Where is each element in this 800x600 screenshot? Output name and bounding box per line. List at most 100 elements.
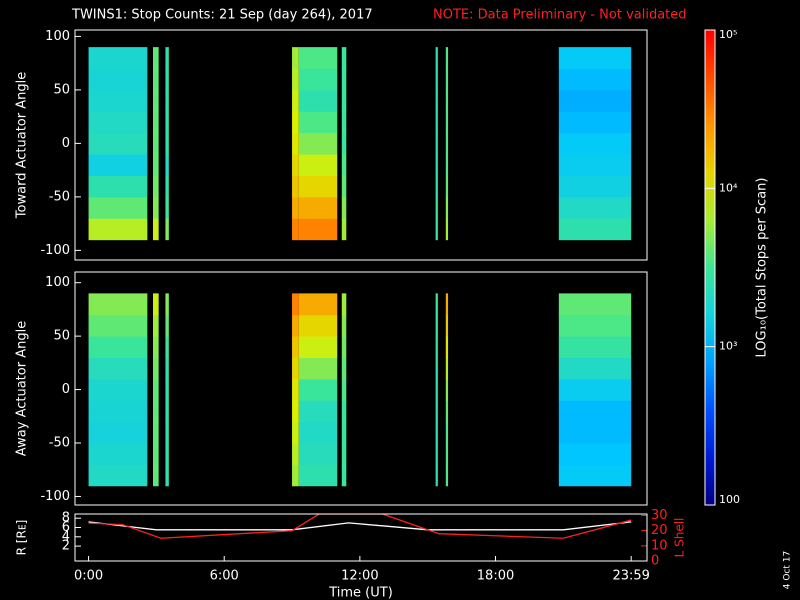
heatmap-cell bbox=[298, 421, 338, 444]
heatmap-cell bbox=[292, 421, 299, 444]
x-tick-label: 6:00 bbox=[210, 569, 239, 584]
heatmap-cell bbox=[298, 111, 338, 134]
line-series bbox=[88, 521, 632, 531]
y-axis-label: Away Actuator Angle bbox=[15, 321, 30, 456]
heatmap-cell bbox=[298, 443, 338, 465]
y-tick-label: 0 bbox=[62, 136, 70, 151]
heatmap-cell bbox=[88, 196, 148, 219]
heatmap-cell bbox=[435, 154, 438, 176]
heatmap-cell bbox=[341, 47, 347, 70]
heatmap-cell bbox=[292, 464, 299, 487]
y-tick-label: 8 bbox=[62, 511, 70, 526]
plot-area bbox=[88, 514, 632, 539]
heatmap-cell bbox=[298, 68, 338, 91]
x-tick-label: 18:00 bbox=[477, 569, 514, 584]
note: NOTE: Data Preliminary - Not validated bbox=[433, 8, 687, 23]
heatmap-cell bbox=[435, 132, 438, 155]
heatmap-cell bbox=[165, 400, 169, 423]
y-tick-label: 6 bbox=[62, 520, 70, 535]
heatmap-cell bbox=[445, 378, 449, 401]
heatmap-cell bbox=[445, 464, 449, 487]
heatmap-cell bbox=[153, 400, 159, 423]
heatmap-cell bbox=[292, 47, 299, 70]
heatmap-cell bbox=[435, 47, 438, 70]
y-tick-label: 100 bbox=[45, 275, 70, 290]
heatmap-cell bbox=[298, 464, 338, 487]
heatmap-cell bbox=[341, 293, 347, 316]
heatmap-cell bbox=[292, 314, 299, 337]
heatmap-cell bbox=[445, 443, 449, 465]
heatmap-cell bbox=[88, 175, 148, 198]
heatmap-cell bbox=[435, 89, 438, 112]
heatmap-cell bbox=[558, 464, 632, 487]
plot-frame bbox=[74, 271, 648, 506]
heatmap-cell bbox=[558, 293, 632, 316]
heatmap-cell bbox=[153, 68, 159, 91]
heatmap-cell bbox=[153, 336, 159, 359]
heatmap-cell bbox=[153, 89, 159, 112]
heatmap-cell bbox=[341, 357, 347, 380]
heatmap-cell bbox=[341, 336, 347, 359]
heatmap-cell bbox=[88, 89, 148, 112]
line-series bbox=[88, 514, 632, 539]
heatmap-cell bbox=[558, 68, 632, 91]
y2-tick-label: 0 bbox=[651, 554, 659, 569]
heatmap-cell bbox=[153, 464, 159, 487]
heatmap-cell bbox=[298, 357, 338, 380]
heatmap-cell bbox=[165, 314, 169, 337]
heatmap-cell bbox=[153, 357, 159, 380]
x-tick-label: 0:00 bbox=[74, 569, 103, 584]
y-tick-label: -50 bbox=[49, 189, 70, 204]
heatmap-cell bbox=[298, 293, 338, 316]
y-axis-label: Toward Actuator Angle bbox=[15, 72, 30, 219]
heatmap-cell bbox=[298, 218, 338, 241]
heatmap-cell bbox=[292, 68, 299, 91]
colorbar-tick-label: 10⁴ bbox=[719, 181, 738, 194]
heatmap-cell bbox=[292, 336, 299, 359]
y-tick-label: 0 bbox=[62, 382, 70, 397]
heatmap-cell bbox=[298, 154, 338, 176]
heatmap-cell bbox=[153, 421, 159, 444]
heatmap-cell bbox=[435, 378, 438, 401]
heatmap-cell bbox=[88, 336, 148, 359]
heatmap-cell bbox=[153, 218, 159, 241]
heatmap-cell bbox=[341, 196, 347, 219]
heatmap-cell bbox=[445, 154, 449, 176]
heatmap-cell bbox=[435, 314, 438, 337]
heatmap-cell bbox=[558, 218, 632, 241]
y-tick-label: 100 bbox=[45, 29, 70, 44]
heatmap-cell bbox=[292, 111, 299, 134]
heatmap-cell bbox=[341, 443, 347, 465]
heatmap-cell bbox=[558, 196, 632, 219]
heatmap-cell bbox=[165, 175, 169, 198]
y-axis-label: R [Rᴇ] bbox=[15, 520, 29, 556]
heatmap-cell bbox=[292, 218, 299, 241]
heatmap-cell bbox=[88, 400, 148, 423]
heatmap-cell bbox=[558, 132, 632, 155]
chart-title: TWINS1: Stop Counts: 21 Sep (day 264), 2… bbox=[71, 8, 373, 23]
heatmap-cell bbox=[558, 89, 632, 112]
heatmap-cell bbox=[341, 218, 347, 241]
heatmap-cell bbox=[165, 378, 169, 401]
y2-tick-label: 20 bbox=[651, 523, 668, 538]
heatmap-cell bbox=[558, 357, 632, 380]
heatmap-cell bbox=[341, 132, 347, 155]
heatmap-cell bbox=[153, 132, 159, 155]
heatmap-cell bbox=[445, 196, 449, 219]
heatmap-cell bbox=[298, 336, 338, 359]
heatmap-cell bbox=[165, 89, 169, 112]
heatmap-cell bbox=[435, 175, 438, 198]
date-stamp: 4 Oct 17 bbox=[783, 551, 793, 589]
heatmap-cell bbox=[298, 314, 338, 337]
heatmap-cell bbox=[558, 443, 632, 465]
heatmap-cell bbox=[88, 218, 148, 241]
heatmap-cell bbox=[558, 421, 632, 444]
heatmap-cell bbox=[298, 400, 338, 423]
plot-area bbox=[88, 47, 632, 241]
heatmap-cell bbox=[298, 196, 338, 219]
heatmap-cell bbox=[435, 68, 438, 91]
heatmap-cell bbox=[445, 314, 449, 337]
colorbar bbox=[704, 29, 716, 506]
heatmap-cell bbox=[435, 196, 438, 219]
heatmap-cell bbox=[165, 293, 169, 316]
